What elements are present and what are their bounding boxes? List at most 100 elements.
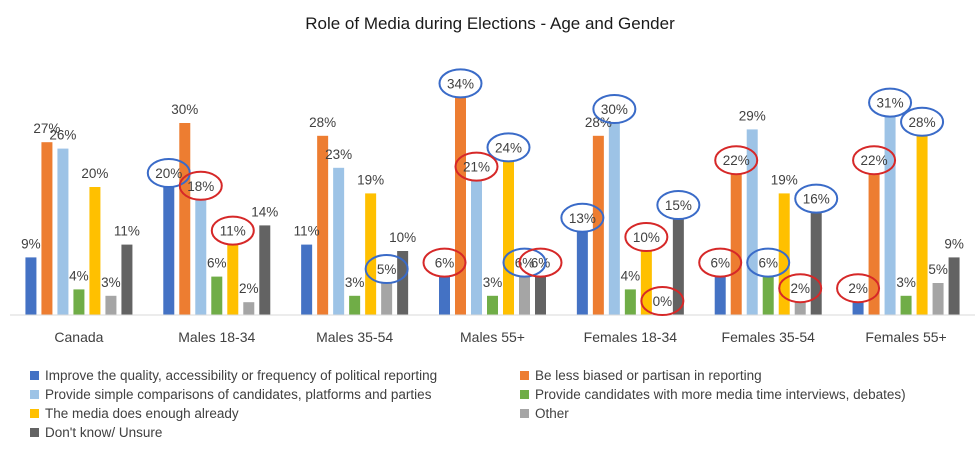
annotation-circle [422, 247, 467, 278]
data-label: 28% [909, 115, 936, 130]
bar [932, 283, 944, 315]
data-label: 14% [251, 204, 278, 219]
bar [163, 187, 175, 315]
data-label: 13% [569, 211, 596, 226]
bar [365, 193, 377, 315]
annotation-circle [178, 170, 223, 201]
bar [227, 244, 239, 315]
data-label: 20% [155, 166, 182, 181]
bar [852, 302, 864, 315]
bar [397, 251, 409, 315]
annotation-circle [486, 132, 531, 163]
bar [624, 289, 636, 315]
bar [810, 212, 822, 315]
data-label: 30% [171, 102, 198, 117]
data-label: 6% [531, 256, 551, 271]
data-label: 16% [803, 192, 830, 207]
data-label: 5% [928, 262, 948, 277]
bar [487, 295, 498, 315]
annotation-circle [560, 202, 605, 233]
bar [179, 123, 191, 315]
data-label: 24% [495, 140, 522, 155]
x-tick-labels: Canada Males 18-34 Males 35-54 Males 55+ Fem… [54, 329, 946, 345]
bar [503, 161, 514, 315]
annotation-circle [746, 247, 791, 278]
data-label: 3% [896, 275, 916, 290]
data-label: 10% [633, 230, 660, 245]
legend-label: The media does enough already [45, 405, 239, 421]
x-tick-label: Canada [54, 329, 103, 345]
bar [868, 174, 880, 315]
annotation-circle [656, 190, 701, 220]
annotation-circle [624, 222, 669, 252]
data-label: 3% [345, 275, 365, 290]
data-label: 0% [653, 294, 673, 309]
bar [89, 187, 101, 315]
legend-swatch [30, 370, 39, 380]
bar [301, 244, 313, 315]
chart-title: Role of Media during Elections - Age and… [305, 14, 675, 33]
data-label: 9% [21, 236, 41, 251]
data-labels: 9% 27%26% 4% 20% 3% 11% 20% 30% 18% 6% 11% 2% 14% 11%… [21, 76, 964, 309]
data-label: 6% [710, 256, 730, 271]
data-label: 11% [220, 224, 246, 239]
annotation-circle [714, 145, 759, 176]
legend-item: Provide candidates with more media time … [520, 385, 906, 403]
data-label: 4% [69, 268, 89, 283]
data-label: 23% [325, 147, 352, 162]
annotation-circle [836, 273, 881, 304]
annotation-circle [698, 247, 743, 278]
bar [916, 135, 928, 315]
annotation-circle [518, 247, 563, 278]
bar [576, 231, 588, 315]
legend-swatch [30, 389, 39, 399]
data-label: 34% [447, 76, 474, 91]
legend-item: Improve the quality, accessibility or fr… [30, 366, 437, 384]
x-tick-label: Males 35-54 [316, 329, 393, 345]
data-label: 28% [585, 115, 612, 130]
bar [640, 251, 652, 315]
annotation-circle [640, 286, 685, 316]
data-label: 2% [790, 281, 810, 296]
data-label: 21% [463, 160, 490, 175]
chart-canvas: Role of Media during Elections - Age and… [10, 14, 975, 345]
data-label: 29% [739, 108, 766, 123]
bar [25, 257, 37, 315]
data-label: 11% [294, 224, 320, 239]
legend-item: The media does enough already [30, 404, 239, 422]
data-label: 10% [389, 230, 416, 245]
data-label: 6% [207, 256, 227, 271]
bar [317, 135, 329, 315]
bar [105, 295, 117, 315]
bar [900, 295, 912, 315]
data-label: 22% [723, 153, 750, 168]
legend-swatch [520, 370, 529, 380]
annotation-circle [502, 247, 547, 278]
bar [195, 199, 207, 315]
data-label: 28% [309, 115, 336, 130]
data-label: 15% [665, 198, 692, 213]
bar [672, 219, 684, 315]
x-tick-label: Females 18-34 [584, 329, 678, 345]
data-label: 6% [435, 256, 455, 271]
bar [455, 97, 466, 316]
bar [471, 180, 482, 315]
annotation-circle [900, 106, 945, 137]
data-label: 6% [758, 256, 778, 271]
legend-item: Provide simple comparisons of candidates… [30, 385, 431, 403]
bar [73, 289, 85, 315]
legend-label: Other [535, 405, 569, 421]
data-label: 19% [357, 172, 384, 187]
bar [746, 129, 758, 315]
legend-item: Other [520, 404, 569, 422]
bar [349, 295, 361, 315]
bar [211, 276, 223, 315]
bar [57, 148, 69, 315]
bar [121, 244, 133, 315]
legend-swatch [520, 389, 529, 399]
legend-label: Provide simple comparisons of candidates… [45, 386, 432, 402]
bar [714, 276, 726, 315]
data-label: 9% [944, 236, 964, 251]
bar [608, 123, 620, 315]
annotation-circle [778, 273, 823, 304]
